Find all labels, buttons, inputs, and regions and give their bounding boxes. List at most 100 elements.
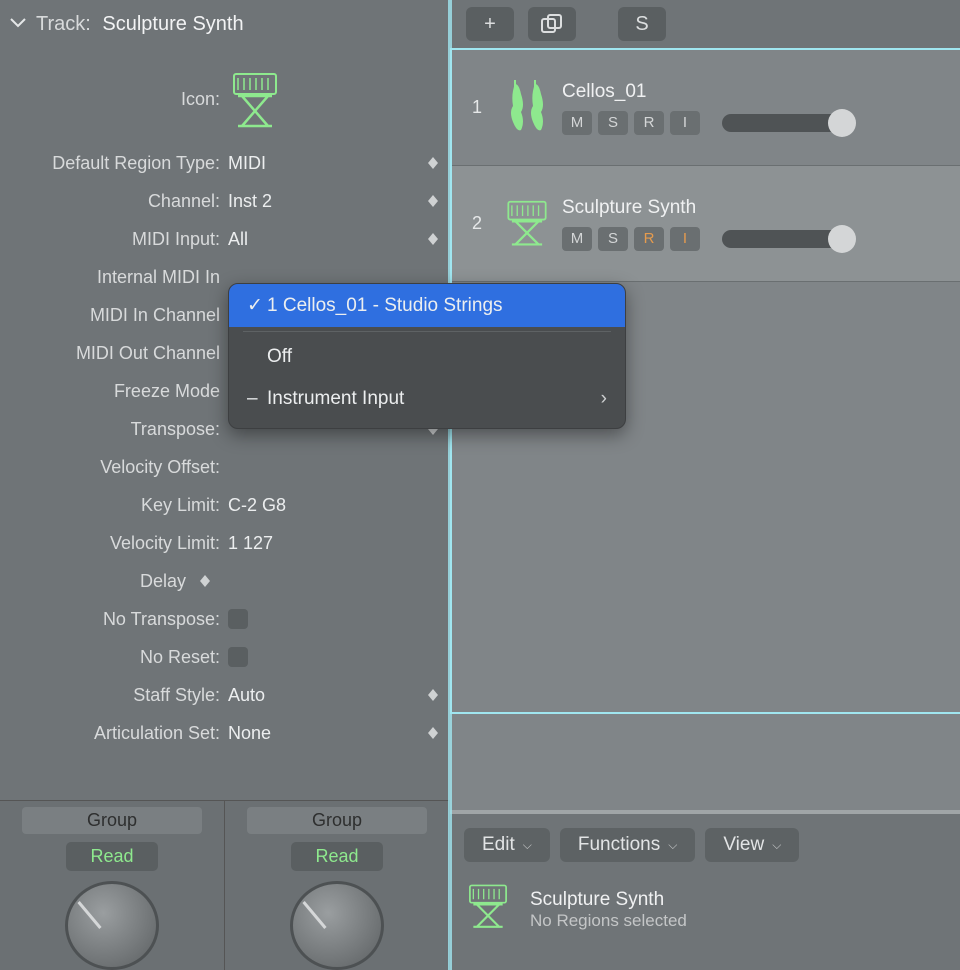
no-transpose-label: No Transpose: bbox=[0, 609, 228, 630]
inspector-value[interactable]: Inst 2 bbox=[228, 191, 272, 212]
chevron-down-icon: ⌵ bbox=[523, 838, 532, 853]
icon-label: Icon: bbox=[0, 89, 228, 110]
delay-label[interactable]: Delay bbox=[140, 571, 194, 592]
articulation-label: Articulation Set: bbox=[0, 723, 228, 744]
volume-slider[interactable] bbox=[722, 230, 852, 248]
inspector-label: Velocity Limit: bbox=[0, 533, 228, 554]
inspector-label: MIDI Input: bbox=[0, 229, 228, 250]
stepper-icon[interactable] bbox=[200, 575, 210, 587]
dash-icon: – bbox=[247, 388, 267, 410]
inspector-row: Default Region Type: MIDI bbox=[0, 144, 450, 182]
volume-thumb[interactable] bbox=[828, 225, 856, 253]
inspector-row: Velocity Offset: bbox=[0, 448, 450, 486]
track-name[interactable]: Cellos_01 bbox=[562, 81, 960, 103]
disclosure-chevron-icon[interactable] bbox=[10, 15, 26, 33]
popup-item-label: 1 Cellos_01 - Studio Strings bbox=[267, 295, 503, 317]
editor-bar: Edit ⌵ Functions ⌵ View ⌵ Sculpture Synth No … bbox=[450, 810, 960, 970]
channel-strips: Group Read Group Read bbox=[0, 800, 450, 970]
track-s-button[interactable]: S bbox=[598, 111, 628, 135]
track-row[interactable]: 2 Sculpture Synth MSRI bbox=[452, 166, 960, 282]
group-button[interactable]: Group bbox=[247, 807, 426, 834]
inspector-label: Internal MIDI In bbox=[0, 267, 228, 288]
internal-midi-in-popup: ✓ 1 Cellos_01 - Studio Strings Off – Ins… bbox=[228, 283, 626, 429]
pan-knob[interactable] bbox=[290, 881, 384, 970]
button-label: Edit bbox=[482, 834, 515, 856]
popup-item-label: Off bbox=[267, 346, 292, 368]
editor-functions-button[interactable]: Functions ⌵ bbox=[560, 828, 695, 862]
inspector-label: Default Region Type: bbox=[0, 153, 228, 174]
stepper-icon[interactable] bbox=[428, 157, 438, 169]
track-icon[interactable] bbox=[492, 78, 562, 138]
staff-style-label: Staff Style: bbox=[0, 685, 228, 706]
track-header-value: Sculpture Synth bbox=[102, 13, 243, 36]
stepper-icon[interactable] bbox=[428, 689, 438, 701]
channel-strip: Group Read bbox=[225, 801, 450, 970]
inspector-row: Key Limit: C-2 G8 bbox=[0, 486, 450, 524]
inspector-label: MIDI Out Channel bbox=[0, 343, 228, 364]
tracks-panel: + S 1 Cellos_01 MSRI 2 Sculpture Synth M… bbox=[450, 0, 960, 970]
inspector-value[interactable]: MIDI bbox=[228, 153, 266, 174]
editor-edit-button[interactable]: Edit ⌵ bbox=[464, 828, 550, 862]
inspector-value[interactable]: C-2 G8 bbox=[228, 495, 286, 516]
pan-knob[interactable] bbox=[65, 881, 159, 970]
track-row[interactable]: 1 Cellos_01 MSRI bbox=[452, 50, 960, 166]
track-m-button[interactable]: M bbox=[562, 111, 592, 135]
plus-icon: + bbox=[484, 13, 496, 36]
inspector-label: Channel: bbox=[0, 191, 228, 212]
inspector-label: Freeze Mode bbox=[0, 381, 228, 402]
track-i-button[interactable]: I bbox=[670, 111, 700, 135]
chevron-down-icon: ⌵ bbox=[668, 838, 677, 853]
inspector-label: MIDI In Channel bbox=[0, 305, 228, 326]
stepper-icon[interactable] bbox=[428, 727, 438, 739]
popup-item-off[interactable]: Off bbox=[229, 336, 625, 378]
track-s-button[interactable]: S bbox=[598, 227, 628, 251]
volume-thumb[interactable] bbox=[828, 109, 856, 137]
track-name[interactable]: Sculpture Synth bbox=[562, 197, 960, 219]
button-label: Functions bbox=[578, 834, 660, 856]
channel-strip: Group Read bbox=[0, 801, 225, 970]
inspector-value[interactable]: 1 127 bbox=[228, 533, 273, 554]
track-icon-synth[interactable] bbox=[228, 70, 282, 128]
popup-item-selected[interactable]: ✓ 1 Cellos_01 - Studio Strings bbox=[229, 284, 625, 327]
volume-slider[interactable] bbox=[722, 114, 852, 132]
staff-style-value[interactable]: Auto bbox=[228, 685, 265, 706]
duplicate-icon bbox=[541, 14, 563, 34]
chevron-down-icon: ⌵ bbox=[772, 838, 781, 853]
stepper-icon[interactable] bbox=[428, 233, 438, 245]
editor-track-name: Sculpture Synth bbox=[530, 889, 687, 911]
tracks-toolbar: + S bbox=[450, 0, 960, 48]
track-r-button[interactable]: R bbox=[634, 227, 664, 251]
solo-label: S bbox=[635, 13, 648, 36]
track-i-button[interactable]: I bbox=[670, 227, 700, 251]
track-number: 1 bbox=[462, 97, 492, 118]
add-track-button[interactable]: + bbox=[466, 7, 514, 41]
chevron-right-icon: › bbox=[601, 388, 607, 410]
track-header[interactable]: Track: Sculpture Synth bbox=[0, 0, 450, 48]
panel-divider[interactable] bbox=[448, 0, 452, 970]
editor-track-sub: No Regions selected bbox=[530, 911, 687, 931]
inspector-row: Channel: Inst 2 bbox=[0, 182, 450, 220]
solo-button[interactable]: S bbox=[618, 7, 666, 41]
inspector-label: Velocity Offset: bbox=[0, 457, 228, 478]
automation-read-button[interactable]: Read bbox=[291, 842, 382, 871]
track-m-button[interactable]: M bbox=[562, 227, 592, 251]
track-icon[interactable] bbox=[492, 198, 562, 250]
group-button[interactable]: Group bbox=[22, 807, 201, 834]
inspector-label: Key Limit: bbox=[0, 495, 228, 516]
duplicate-track-button[interactable] bbox=[528, 7, 576, 41]
no-transpose-checkbox[interactable] bbox=[228, 609, 248, 629]
button-label: View bbox=[723, 834, 764, 856]
inspector-row: Velocity Limit: 1 127 bbox=[0, 524, 450, 562]
editor-view-button[interactable]: View ⌵ bbox=[705, 828, 799, 862]
no-reset-checkbox[interactable] bbox=[228, 647, 248, 667]
popup-separator bbox=[243, 331, 611, 332]
automation-read-button[interactable]: Read bbox=[66, 842, 157, 871]
synth-icon bbox=[464, 882, 512, 937]
inspector-value[interactable]: All bbox=[228, 229, 248, 250]
stepper-icon[interactable] bbox=[428, 195, 438, 207]
articulation-value[interactable]: None bbox=[228, 723, 271, 744]
track-header-label: Track: bbox=[36, 13, 91, 36]
no-reset-label: No Reset: bbox=[0, 647, 228, 668]
track-r-button[interactable]: R bbox=[634, 111, 664, 135]
popup-item-instrument-input[interactable]: – Instrument Input › bbox=[229, 378, 625, 420]
